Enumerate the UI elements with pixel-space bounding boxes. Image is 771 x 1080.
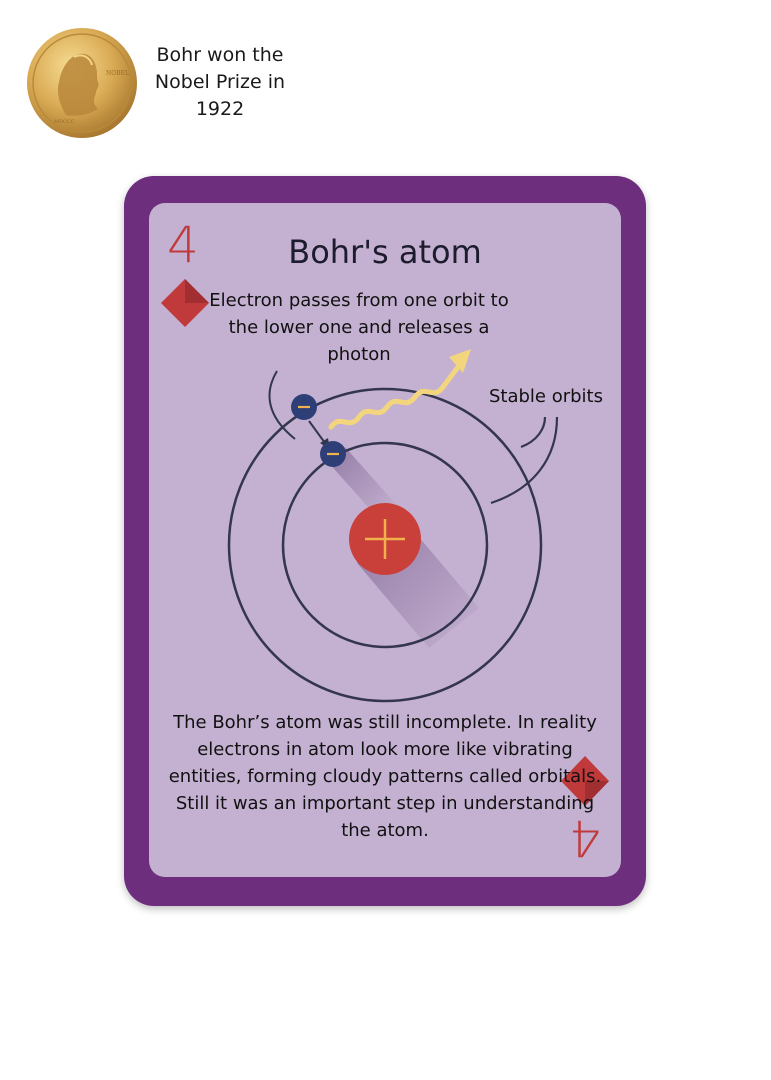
electron-callout-text: Electron passes from one orbit to the lo…: [209, 290, 509, 365]
nobel-medal-icon: NOBEL MDCCC: [27, 28, 137, 138]
electron-callout-leader: [268, 370, 296, 440]
electron-inner: [320, 441, 346, 467]
card-rank-top: 4: [167, 216, 199, 274]
photon-wave: [328, 349, 471, 430]
medal-caption: Bohr won the Nobel Prize in 1922: [154, 44, 286, 120]
orbit-callout-leader-inner: [490, 416, 559, 505]
inner-orbit: [281, 441, 489, 649]
playing-card: 4 4 Bohr's atom Electron passes from one…: [124, 176, 646, 906]
nucleus: [349, 503, 421, 575]
electron-outer: [291, 394, 317, 420]
card-description: The Bohr’s atom was still incomplete. In…: [168, 712, 602, 841]
card-face: 4 4 Bohr's atom Electron passes from one…: [149, 203, 621, 877]
orbit-callout-leader-outer: [520, 416, 547, 449]
suit-diamond-top-icon: [161, 279, 209, 327]
card-title: Bohr's atom: [288, 233, 482, 271]
svg-text:NOBEL: NOBEL: [106, 70, 129, 77]
outer-orbit: [227, 387, 543, 703]
suit-diamond-bottom-icon: [561, 756, 609, 806]
electron-shadow: [327, 447, 395, 517]
bohr-atom-diagram: [161, 279, 609, 806]
svg-text:MDCCC: MDCCC: [54, 119, 75, 125]
orbits-callout-text: Stable orbits: [488, 386, 603, 407]
